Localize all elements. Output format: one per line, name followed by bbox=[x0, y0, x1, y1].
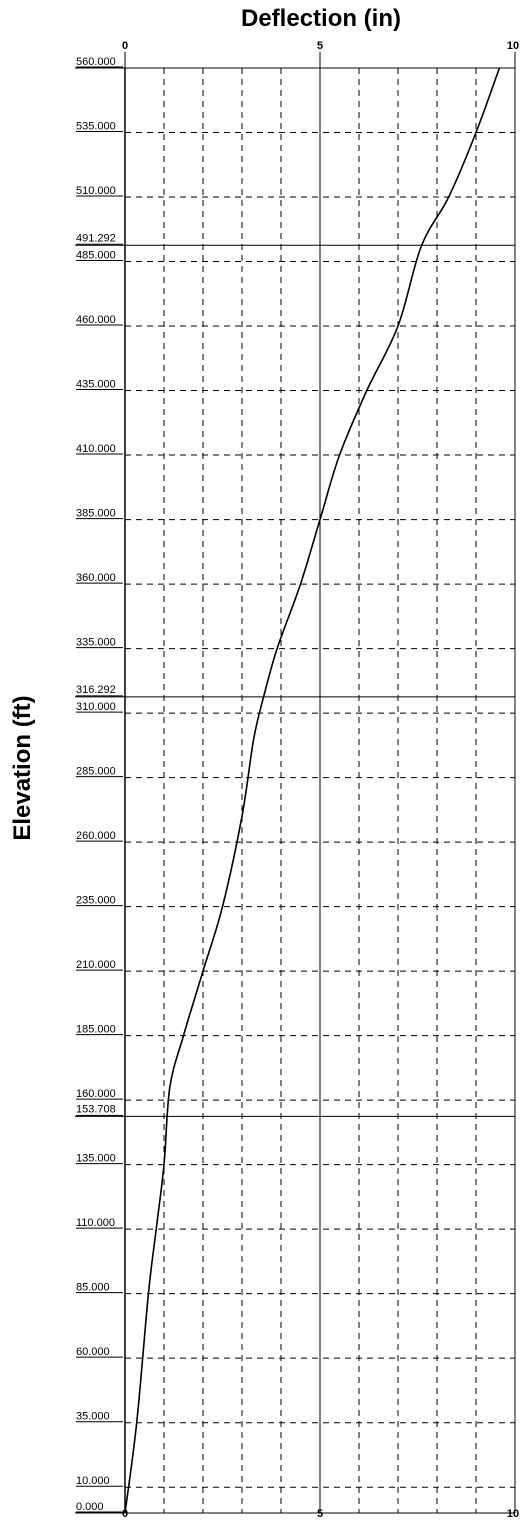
y-axis-label: Elevation (ft) bbox=[9, 695, 36, 840]
y-tick-label: 435.000 bbox=[76, 379, 116, 391]
y-tick-label: 260.000 bbox=[76, 830, 116, 842]
y-tick-label: 10.000 bbox=[76, 1475, 110, 1487]
y-tick-label: 60.000 bbox=[76, 1346, 110, 1358]
y-tick-label: 153.708 bbox=[76, 1103, 116, 1115]
grid bbox=[125, 68, 515, 1513]
y-tick-label: 316.292 bbox=[76, 684, 116, 696]
y-tick-label: 235.000 bbox=[76, 895, 116, 907]
x-tick-label-bottom: 5 bbox=[317, 1508, 323, 1520]
y-tick-label: 35.000 bbox=[76, 1411, 110, 1423]
y-tick-label: 135.000 bbox=[76, 1153, 116, 1165]
series bbox=[124, 67, 501, 1514]
chart-title: Deflection (in) bbox=[241, 5, 401, 32]
y-tick-label: 410.000 bbox=[76, 443, 116, 455]
y-tick-labels: 560.000 535.000 510.000 491.292 485.000 460.0… bbox=[76, 56, 123, 1513]
y-tick-label: 185.000 bbox=[76, 1024, 116, 1036]
y-tick-label: 360.000 bbox=[76, 572, 116, 584]
y-tick-label: 310.000 bbox=[76, 701, 116, 713]
y-tick-label: 160.000 bbox=[76, 1088, 116, 1100]
x-tick-label-top: 5 bbox=[317, 40, 323, 52]
y-tick-label: 0.000 bbox=[76, 1501, 104, 1513]
y-tick-label: 85.000 bbox=[76, 1282, 110, 1294]
y-tick-label: 385.000 bbox=[76, 508, 116, 520]
deflection-curve bbox=[124, 67, 501, 1514]
x-tick-label-top: 0 bbox=[122, 40, 128, 52]
y-tick-label: 285.000 bbox=[76, 766, 116, 778]
y-tick-label: 110.000 bbox=[76, 1217, 115, 1229]
section-boundaries bbox=[75, 244, 515, 1117]
y-tick-label: 535.000 bbox=[76, 121, 116, 133]
y-tick-label: 560.000 bbox=[76, 56, 116, 68]
axes bbox=[75, 67, 516, 1514]
y-tick-label: 491.292 bbox=[76, 232, 116, 244]
y-tick-label: 485.000 bbox=[76, 250, 116, 262]
y-tick-label: 335.000 bbox=[76, 637, 116, 649]
y-tick-label: 510.000 bbox=[76, 185, 116, 197]
y-tick-label: 210.000 bbox=[76, 959, 116, 971]
x-tick-label-top: 10 bbox=[507, 40, 519, 52]
x-tick-label-bottom: 10 bbox=[507, 1508, 519, 1520]
x-tick-labels: 0 0 5 5 10 10 bbox=[122, 40, 519, 1520]
x-tick-label-bottom: 0 bbox=[122, 1508, 128, 1520]
y-tick-label: 460.000 bbox=[76, 314, 116, 326]
